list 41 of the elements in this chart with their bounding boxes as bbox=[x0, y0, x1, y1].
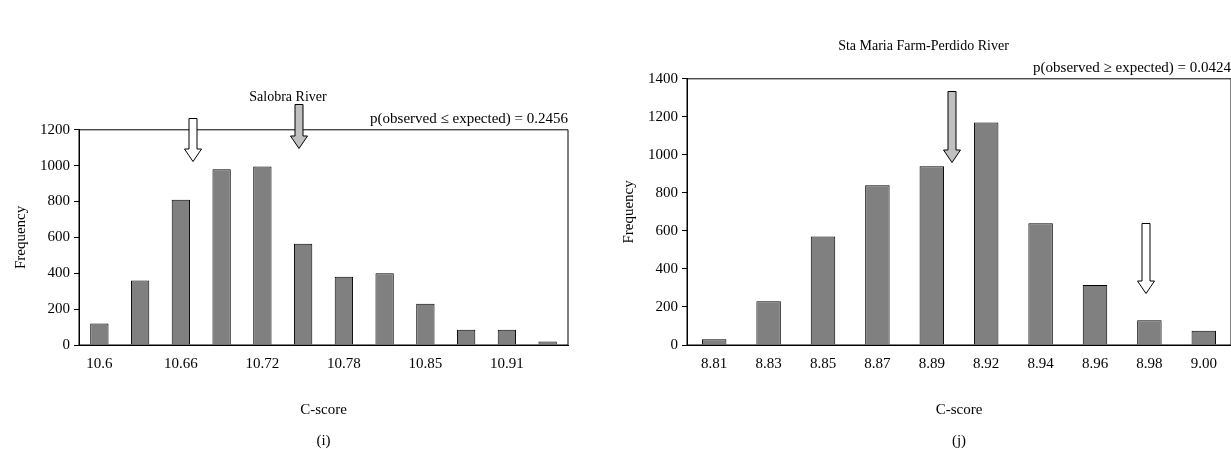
y-tick-label: 600 bbox=[655, 221, 678, 238]
x-tick-label: 8.83 bbox=[755, 354, 782, 371]
y-axis-title: Frequency bbox=[619, 179, 636, 244]
chart-title: Sta Maria Farm-Perdido River bbox=[838, 38, 1010, 54]
x-axis-title: C-score bbox=[935, 400, 983, 417]
y-axis-title: Frequency bbox=[11, 205, 28, 270]
y-tick-label: 400 bbox=[655, 259, 678, 276]
y-tick-label: 1000 bbox=[40, 156, 70, 173]
x-tick-label: 10.91 bbox=[490, 354, 524, 371]
y-tick-label: 0 bbox=[62, 335, 70, 352]
y-tick-label: 0 bbox=[670, 335, 678, 352]
x-tick-label: 8.98 bbox=[1136, 354, 1163, 371]
y-tick-label: 800 bbox=[47, 192, 70, 209]
y-tick-label: 800 bbox=[655, 183, 678, 200]
text: p(observed ≥ expected) = 0.0424 bbox=[1033, 59, 1231, 77]
y-tick-label: 1000 bbox=[648, 145, 678, 162]
x-tick-label: 10.6 bbox=[86, 354, 113, 371]
text: (i) bbox=[316, 432, 331, 450]
text: p(observed ≤ expected) = 0.2456 bbox=[370, 110, 569, 128]
y-tick-label: 200 bbox=[47, 300, 70, 317]
x-tick-label: 8.87 bbox=[864, 354, 892, 371]
x-tick-label: 10.72 bbox=[245, 354, 280, 371]
x-tick-label: 8.81 bbox=[701, 354, 728, 371]
x-tick-label: 8.89 bbox=[918, 354, 945, 371]
x-tick-label: 10.78 bbox=[327, 354, 361, 371]
text: (j) bbox=[951, 432, 967, 450]
x-tick-label: 8.94 bbox=[1027, 354, 1055, 371]
chart-title: Salobra River bbox=[249, 89, 328, 105]
x-tick-label: 10.85 bbox=[408, 354, 443, 371]
y-tick-label: 200 bbox=[655, 297, 678, 314]
x-axis-title: C-score bbox=[300, 400, 348, 417]
y-tick-label: 1200 bbox=[648, 107, 678, 124]
y-tick-label: 1400 bbox=[648, 69, 678, 86]
x-tick-label: 8.85 bbox=[809, 354, 837, 371]
y-tick-label: 400 bbox=[47, 264, 70, 281]
x-tick-label: 9.00 bbox=[1190, 354, 1217, 371]
y-tick-label: 600 bbox=[47, 228, 70, 245]
x-tick-label: 8.96 bbox=[1081, 354, 1109, 371]
x-tick-label: 10.66 bbox=[164, 354, 199, 371]
x-tick-label: 8.92 bbox=[973, 354, 1000, 371]
y-tick-label: 1200 bbox=[40, 120, 70, 137]
